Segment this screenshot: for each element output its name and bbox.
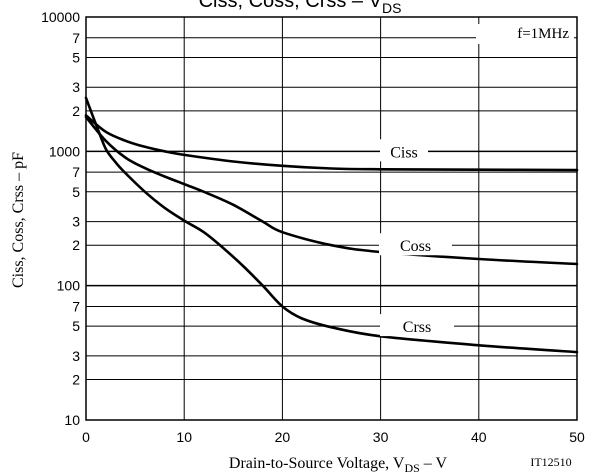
y-tick-label: 2 (72, 103, 80, 119)
series-label-coss: Coss (400, 238, 431, 255)
figure-id: IT12510 (530, 455, 571, 469)
plot-frame (85, 16, 578, 421)
y-tick-label: 10000 (41, 9, 80, 25)
y-tick-label: 5 (72, 184, 80, 200)
x-tick-label: 50 (569, 429, 585, 445)
y-tick-label: 7 (72, 298, 80, 314)
y-tick-label: 7 (72, 30, 80, 46)
series-label-bg (380, 314, 454, 337)
y-tick-label: 1000 (49, 143, 80, 159)
x-tick-label: 40 (471, 429, 487, 445)
y-tick-label: 100 (57, 278, 81, 294)
y-tick-labels: 10 2 3 5 7 100 2 3 5 7 1000 2 3 5 7 10000 (41, 9, 80, 428)
chart-title: Ciss, Coss, Crss – VDS (199, 0, 402, 16)
y-tick-label: 5 (72, 318, 80, 334)
y-axis-label: Ciss, Coss, Crss – pF (10, 152, 27, 288)
series-label-bg (380, 139, 428, 162)
y-tick-label: 3 (72, 214, 80, 230)
y-tick-label: 5 (72, 49, 80, 65)
series-line-crss (84, 96, 579, 354)
y-tick-label: 10 (64, 412, 80, 428)
annotation-background (476, 24, 574, 44)
x-axis-label: Drain-to-Source Voltage, VDS – V (229, 455, 448, 474)
x-tick-label: 0 (82, 429, 90, 445)
x-tick-label: 10 (176, 429, 192, 445)
x-tick-labels: 0 10 20 30 40 50 (82, 429, 585, 445)
series-labels: Ciss Coss Crss (379, 139, 454, 337)
y-tick-label: 3 (72, 348, 80, 364)
x-tick-label: 30 (373, 429, 389, 445)
series-label-ciss: Ciss (390, 144, 418, 161)
grid (86, 17, 577, 420)
x-tick-label: 20 (275, 429, 291, 445)
series-line-coss (84, 115, 579, 266)
series-label-bg (379, 233, 452, 256)
frequency-annotation: f=1MHz (517, 26, 569, 42)
y-tick-label: 7 (72, 164, 80, 180)
series-label-crss: Crss (403, 319, 431, 336)
series-line-ciss (84, 114, 579, 172)
y-tick-label: 2 (72, 237, 80, 253)
y-tick-label: 2 (72, 372, 80, 388)
series-lines (84, 96, 579, 354)
y-tick-label: 3 (72, 79, 80, 95)
